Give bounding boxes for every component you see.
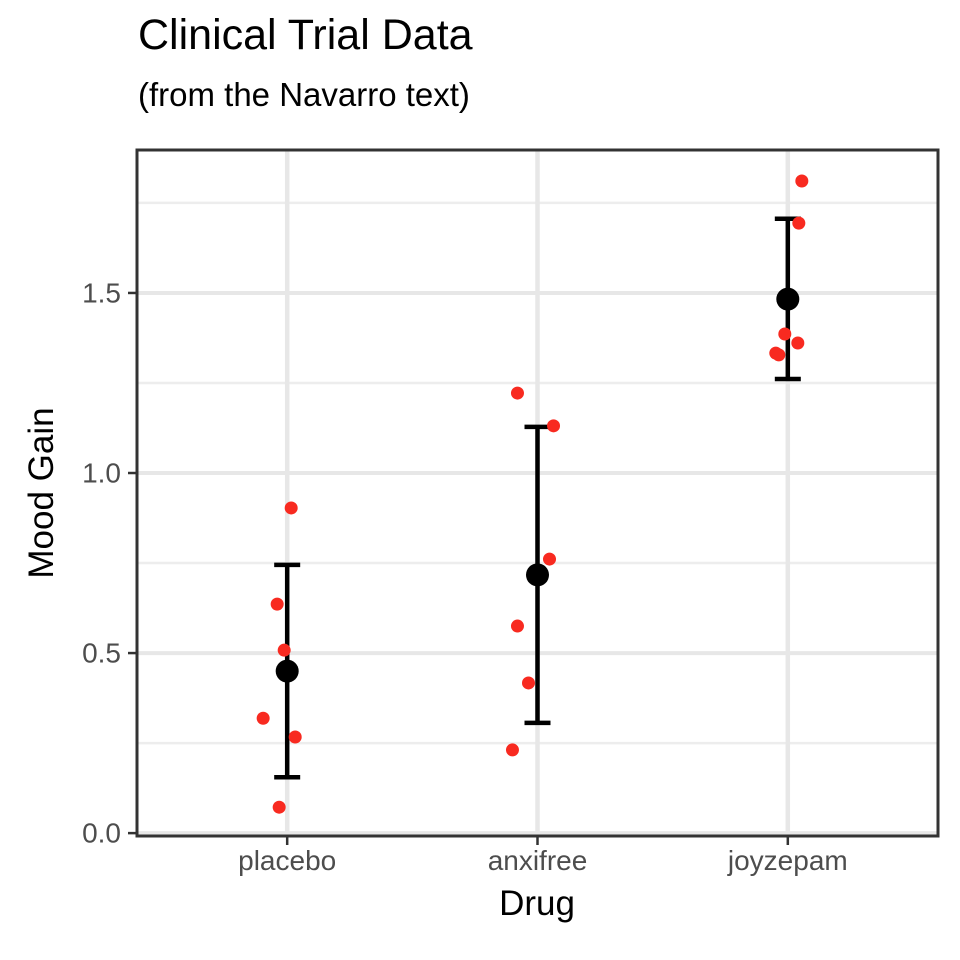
x-tick-label: anxifree [488,845,588,876]
y-tick-label: 0.0 [82,818,121,849]
x-tick-label: placebo [238,845,336,876]
jitter-point [284,501,298,515]
mean-point [526,563,549,587]
jitter-point [277,643,291,657]
jitter-point [270,597,284,611]
jitter-point [288,730,302,744]
jitter-point [791,336,805,350]
jitter-point [772,348,786,362]
jitter-point [795,174,809,188]
x-tick-label: joyzepam [727,845,848,876]
chart-subtitle: (from the Navarro text) [138,76,470,113]
x-axis-title: Drug [499,884,575,923]
chart-title: Clinical Trial Data [138,11,473,59]
y-tick-label: 0.5 [82,638,121,669]
jitter-point [778,327,792,341]
jitter-point [510,619,524,633]
jitter-point [505,743,519,757]
mean-point [275,659,299,683]
jitter-point [792,216,806,230]
jitter-point [510,386,524,400]
jitter-point [521,676,535,690]
jitter-point [543,552,557,566]
jitter-point [547,419,561,433]
jitter-point [272,800,286,814]
jitter-point [256,711,270,725]
y-tick-label: 1.0 [82,458,121,489]
mean-point [776,287,800,311]
y-tick-label: 1.5 [82,277,121,308]
